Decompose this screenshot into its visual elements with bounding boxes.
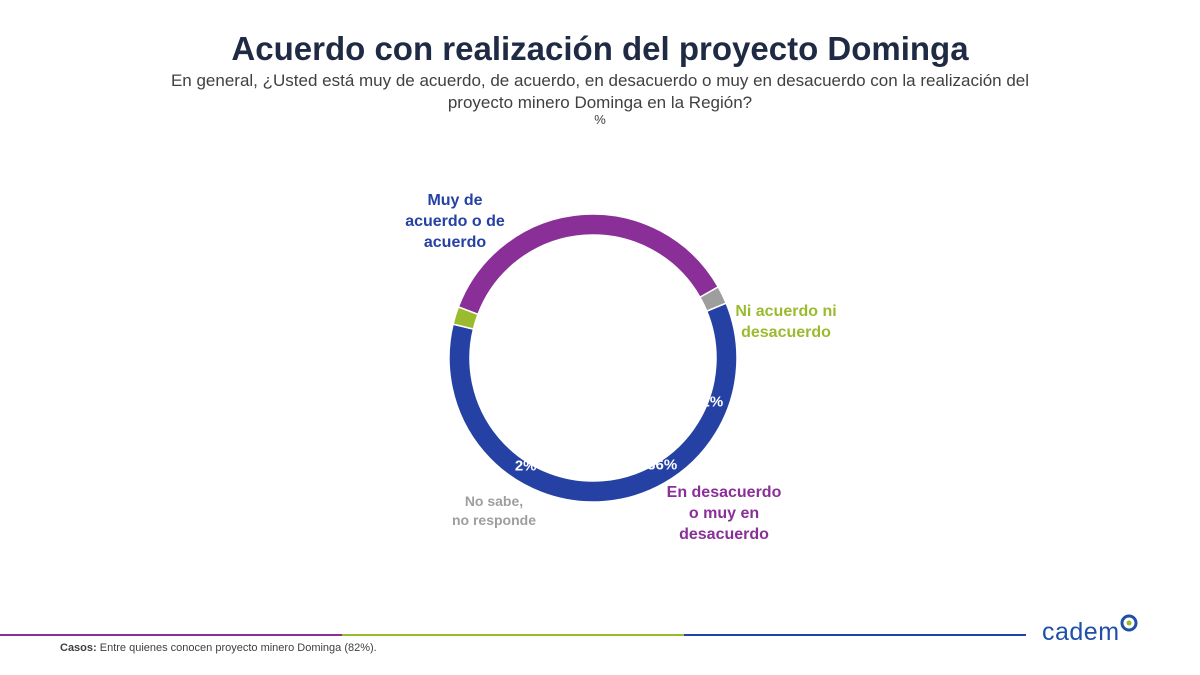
- category-label-line: desacuerdo: [679, 526, 769, 543]
- value-label-2: 36%: [647, 457, 677, 474]
- value-label-1: 2%: [701, 393, 723, 410]
- category-label-3: No sabe, no responde: [452, 493, 536, 528]
- category-label-1: Ni acuerdo ni desacuerdo: [735, 303, 836, 341]
- category-label-line: o muy en: [689, 505, 759, 522]
- category-label-2: En desacuerdo o muy en desacuerdo: [667, 484, 782, 543]
- chart-unit: %: [594, 112, 606, 127]
- logo-mark-icon: [1120, 614, 1138, 632]
- value-label-3: 2%: [515, 458, 537, 475]
- chart-title: Acuerdo con realización del proyecto Dom…: [231, 30, 969, 67]
- cadem-logo: cadem: [1042, 618, 1120, 646]
- category-label-line: desacuerdo: [741, 324, 831, 341]
- category-label-line: Ni acuerdo ni: [735, 303, 836, 320]
- category-label-line: No sabe,: [465, 493, 523, 509]
- category-label-0: Muy de acuerdo o de acuerdo: [405, 192, 505, 251]
- value-label-0: 60%: [530, 248, 560, 265]
- casos-label: Casos:: [60, 642, 97, 654]
- footer-line-purple: [0, 634, 342, 636]
- footer-line-green: [342, 634, 684, 636]
- footer-casos: Casos: Entre quienes conocen proyecto mi…: [60, 642, 377, 654]
- casos-text: Entre quienes conocen proyecto minero Do…: [99, 642, 377, 654]
- category-label-line: acuerdo: [424, 234, 486, 251]
- donut-slice-0: [448, 302, 738, 503]
- category-label-line: acuerdo o de: [405, 213, 505, 230]
- category-label-line: En desacuerdo: [667, 484, 782, 501]
- category-label-line: Muy de: [427, 192, 482, 209]
- category-label-line: no responde: [452, 512, 536, 528]
- footer-line-blue: [684, 634, 1026, 636]
- chart-subtitle: En general, ¿Usted está muy de acuerdo, …: [170, 71, 1030, 112]
- donut-slice-3: [698, 285, 728, 313]
